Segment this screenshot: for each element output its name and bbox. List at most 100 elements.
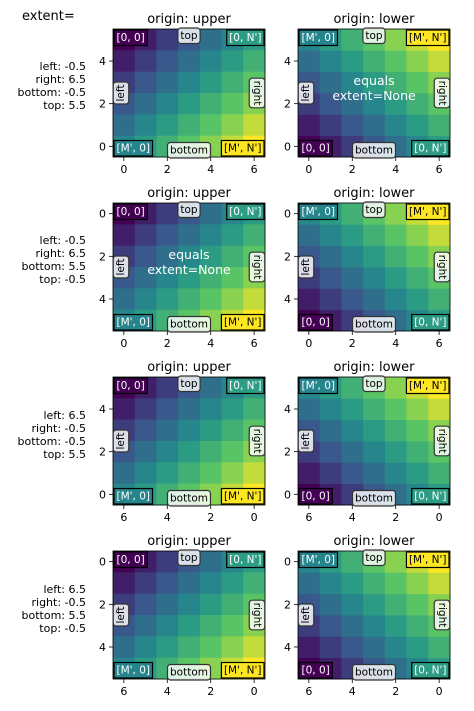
side-label-top-box [177, 27, 201, 45]
x-tick-label: 2 [207, 511, 214, 524]
note-text: extent=None [332, 88, 416, 103]
corner-label-top-right: [M', N'] [409, 206, 447, 218]
side-label-top: top [180, 552, 198, 564]
side-label-left-box [112, 429, 130, 453]
x-tick-label: 6 [251, 163, 258, 176]
heatmap-cell [178, 398, 201, 421]
side-label-bottom-box [166, 489, 212, 507]
heatmap-cell [199, 29, 222, 51]
heatmap-cell [298, 636, 321, 659]
side-label-top: top [180, 30, 198, 42]
heatmap-cell [199, 462, 222, 485]
x-tick-label: 2 [349, 163, 356, 176]
row-label-extent: left: 6.5 right: -0.5 bottom: 5.5 top: -… [21, 583, 86, 635]
side-label-right: right [251, 603, 263, 628]
heatmap-cell [134, 71, 157, 94]
heatmap-cell [199, 551, 222, 573]
heatmap-cell [384, 636, 407, 659]
y-tick-label: 4 [99, 403, 106, 416]
heatmap-cell [178, 114, 201, 137]
corner-label-top-left: [0, 0] [117, 206, 145, 218]
heatmap-cell [319, 224, 342, 247]
subplot-title: origin: upper [147, 186, 231, 201]
heatmap-cell [178, 615, 201, 637]
heatmap-cell [156, 29, 179, 51]
heatmap-cell [134, 462, 157, 485]
side-label-left-group: left [297, 429, 315, 453]
heatmap-cell [406, 93, 429, 115]
side-label-top: top [365, 552, 383, 564]
heatmap-cell [134, 398, 157, 421]
heatmap-cell [221, 398, 244, 421]
side-label-left-group: left [297, 603, 315, 627]
subplot: origin: lower 6 4 2 0 0 2 4 [M', 0] [M', N'] [0, 0… [284, 534, 451, 698]
x-tick-label: 2 [392, 685, 399, 698]
corner-label-top-right: [M', N'] [409, 554, 447, 566]
x-tick-label: 4 [349, 685, 356, 698]
heatmap-cell [428, 114, 451, 137]
heatmap-cell [319, 441, 342, 463]
x-tick-label: 0 [305, 337, 312, 350]
corner-label-top-right: [0, N'] [229, 206, 261, 218]
heatmap-cell [428, 398, 451, 421]
heatmap-cell [199, 267, 222, 289]
side-label-bottom: bottom [170, 492, 208, 504]
y-tick-label: 0 [99, 556, 106, 569]
side-label-top-box [177, 549, 201, 567]
corner-label-bottom-left-box [298, 139, 333, 157]
heatmap-cell [384, 114, 407, 137]
corner-label-bottom-right-box [411, 487, 450, 505]
y-tick-label: 2 [284, 98, 291, 111]
heatmap-cell [406, 50, 429, 73]
y-tick-label: 4 [284, 641, 291, 654]
corner-label-top-left: [M', 0] [302, 380, 336, 392]
corner-label-bottom-right: [M', N'] [224, 664, 262, 676]
side-label-bottom-box [351, 315, 397, 333]
side-label-left-group: left [297, 81, 315, 105]
heatmap-cell [178, 224, 201, 247]
heatmap-cell [178, 419, 201, 442]
side-label-right-box [433, 425, 451, 457]
heatmap-cell [178, 267, 201, 289]
heatmap-cell [156, 572, 179, 595]
subplot-title: origin: upper [147, 534, 231, 549]
corner-label-bottom-right: [0, N'] [414, 142, 446, 154]
side-label-left-box [112, 81, 130, 105]
corner-label-top-right-box [405, 203, 450, 221]
heatmap-cell [363, 615, 386, 637]
heatmap-cell [341, 71, 364, 94]
heatmap-cell [384, 572, 407, 595]
side-label-bottom: bottom [170, 144, 208, 156]
side-label-left-group: left [297, 255, 315, 279]
heatmap-cell [221, 93, 244, 115]
corner-label-top-left-box [113, 551, 148, 569]
side-label-left-box [112, 603, 130, 627]
x-tick-label: 4 [164, 685, 171, 698]
y-tick-label: 2 [284, 598, 291, 611]
x-tick-label: 6 [436, 337, 443, 350]
corner-label-bottom-left: [0, 0] [302, 316, 330, 328]
heatmap-cell [341, 93, 364, 115]
heatmap-cell [178, 441, 201, 463]
y-tick-label: 2 [284, 446, 291, 459]
heatmap-cell [221, 615, 244, 637]
row-label-extent: left: -0.5 right: 6.5 bottom: -0.5 top: … [17, 60, 86, 112]
y-tick-label: 4 [99, 641, 106, 654]
side-label-right-group: right [248, 599, 266, 631]
heatmap-cell [384, 615, 407, 637]
heatmap-cell [298, 224, 321, 247]
heatmap-cell [243, 288, 266, 311]
heatmap-cell [319, 267, 342, 289]
side-label-right-box [248, 251, 266, 283]
heatmap-cell [384, 593, 407, 616]
heatmap-cell [221, 572, 244, 595]
side-label-bottom-box [166, 663, 212, 681]
heatmap-cell [319, 93, 342, 115]
heatmap-cell [243, 636, 266, 659]
heatmap-cell [178, 71, 201, 94]
heatmap-cell [363, 636, 386, 659]
heatmap-cell [156, 93, 179, 115]
heatmap-cell [178, 593, 201, 616]
heatmap-cell [384, 245, 407, 268]
